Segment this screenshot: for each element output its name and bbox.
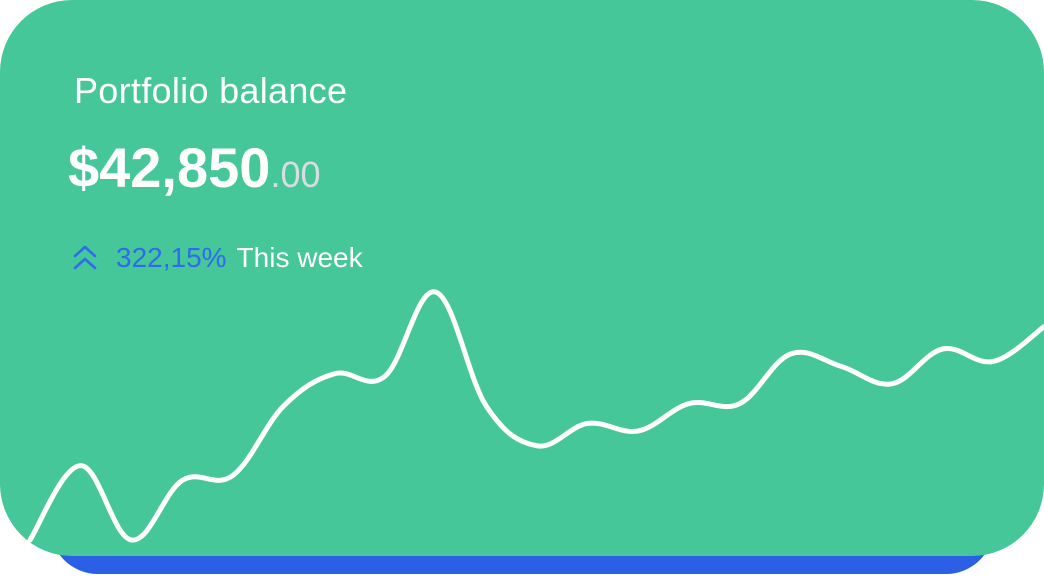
sparkline-point-17 xyxy=(889,381,895,387)
sparkline-point-1 xyxy=(78,463,84,469)
sparkline-point-18 xyxy=(940,346,946,352)
sparkline-point-5 xyxy=(281,403,287,409)
sparkline-point-4 xyxy=(230,473,236,479)
sparkline-point-0 xyxy=(27,537,33,543)
sparkline-point-12 xyxy=(635,428,641,434)
sparkline-point-15 xyxy=(788,351,794,357)
sparkline-point-13 xyxy=(686,401,692,407)
sparkline-point-7 xyxy=(382,373,388,379)
sparkline-point-6 xyxy=(331,371,337,377)
balance-amount: $42,850.00 xyxy=(68,140,320,196)
portfolio-card[interactable]: Portfolio balance $42,850.00 322,15% Thi… xyxy=(0,0,1044,556)
balance-cents: .00 xyxy=(270,154,321,195)
weekly-change: 322,15% This week xyxy=(72,242,363,274)
change-percent: 322,15% xyxy=(116,242,227,273)
change-period: This week xyxy=(236,242,363,273)
sparkline-point-2 xyxy=(128,537,134,543)
sparkline-point-16 xyxy=(838,363,844,369)
double-chevron-up-icon xyxy=(73,245,97,270)
balance-sparkline-line xyxy=(27,289,1044,543)
sparkline-point-9 xyxy=(483,403,489,409)
sparkline-points xyxy=(27,289,1044,543)
card-title: Portfolio balance xyxy=(74,70,348,111)
sparkline-point-8 xyxy=(433,289,439,295)
balance-whole: $42,850 xyxy=(68,136,271,199)
sparkline-point-3 xyxy=(179,478,185,484)
sparkline-point-19 xyxy=(990,358,996,364)
balance-sparkline-chart xyxy=(27,289,1044,543)
sparkline-point-11 xyxy=(585,420,591,426)
sparkline-point-14 xyxy=(737,401,743,407)
sparkline-point-10 xyxy=(534,443,540,449)
